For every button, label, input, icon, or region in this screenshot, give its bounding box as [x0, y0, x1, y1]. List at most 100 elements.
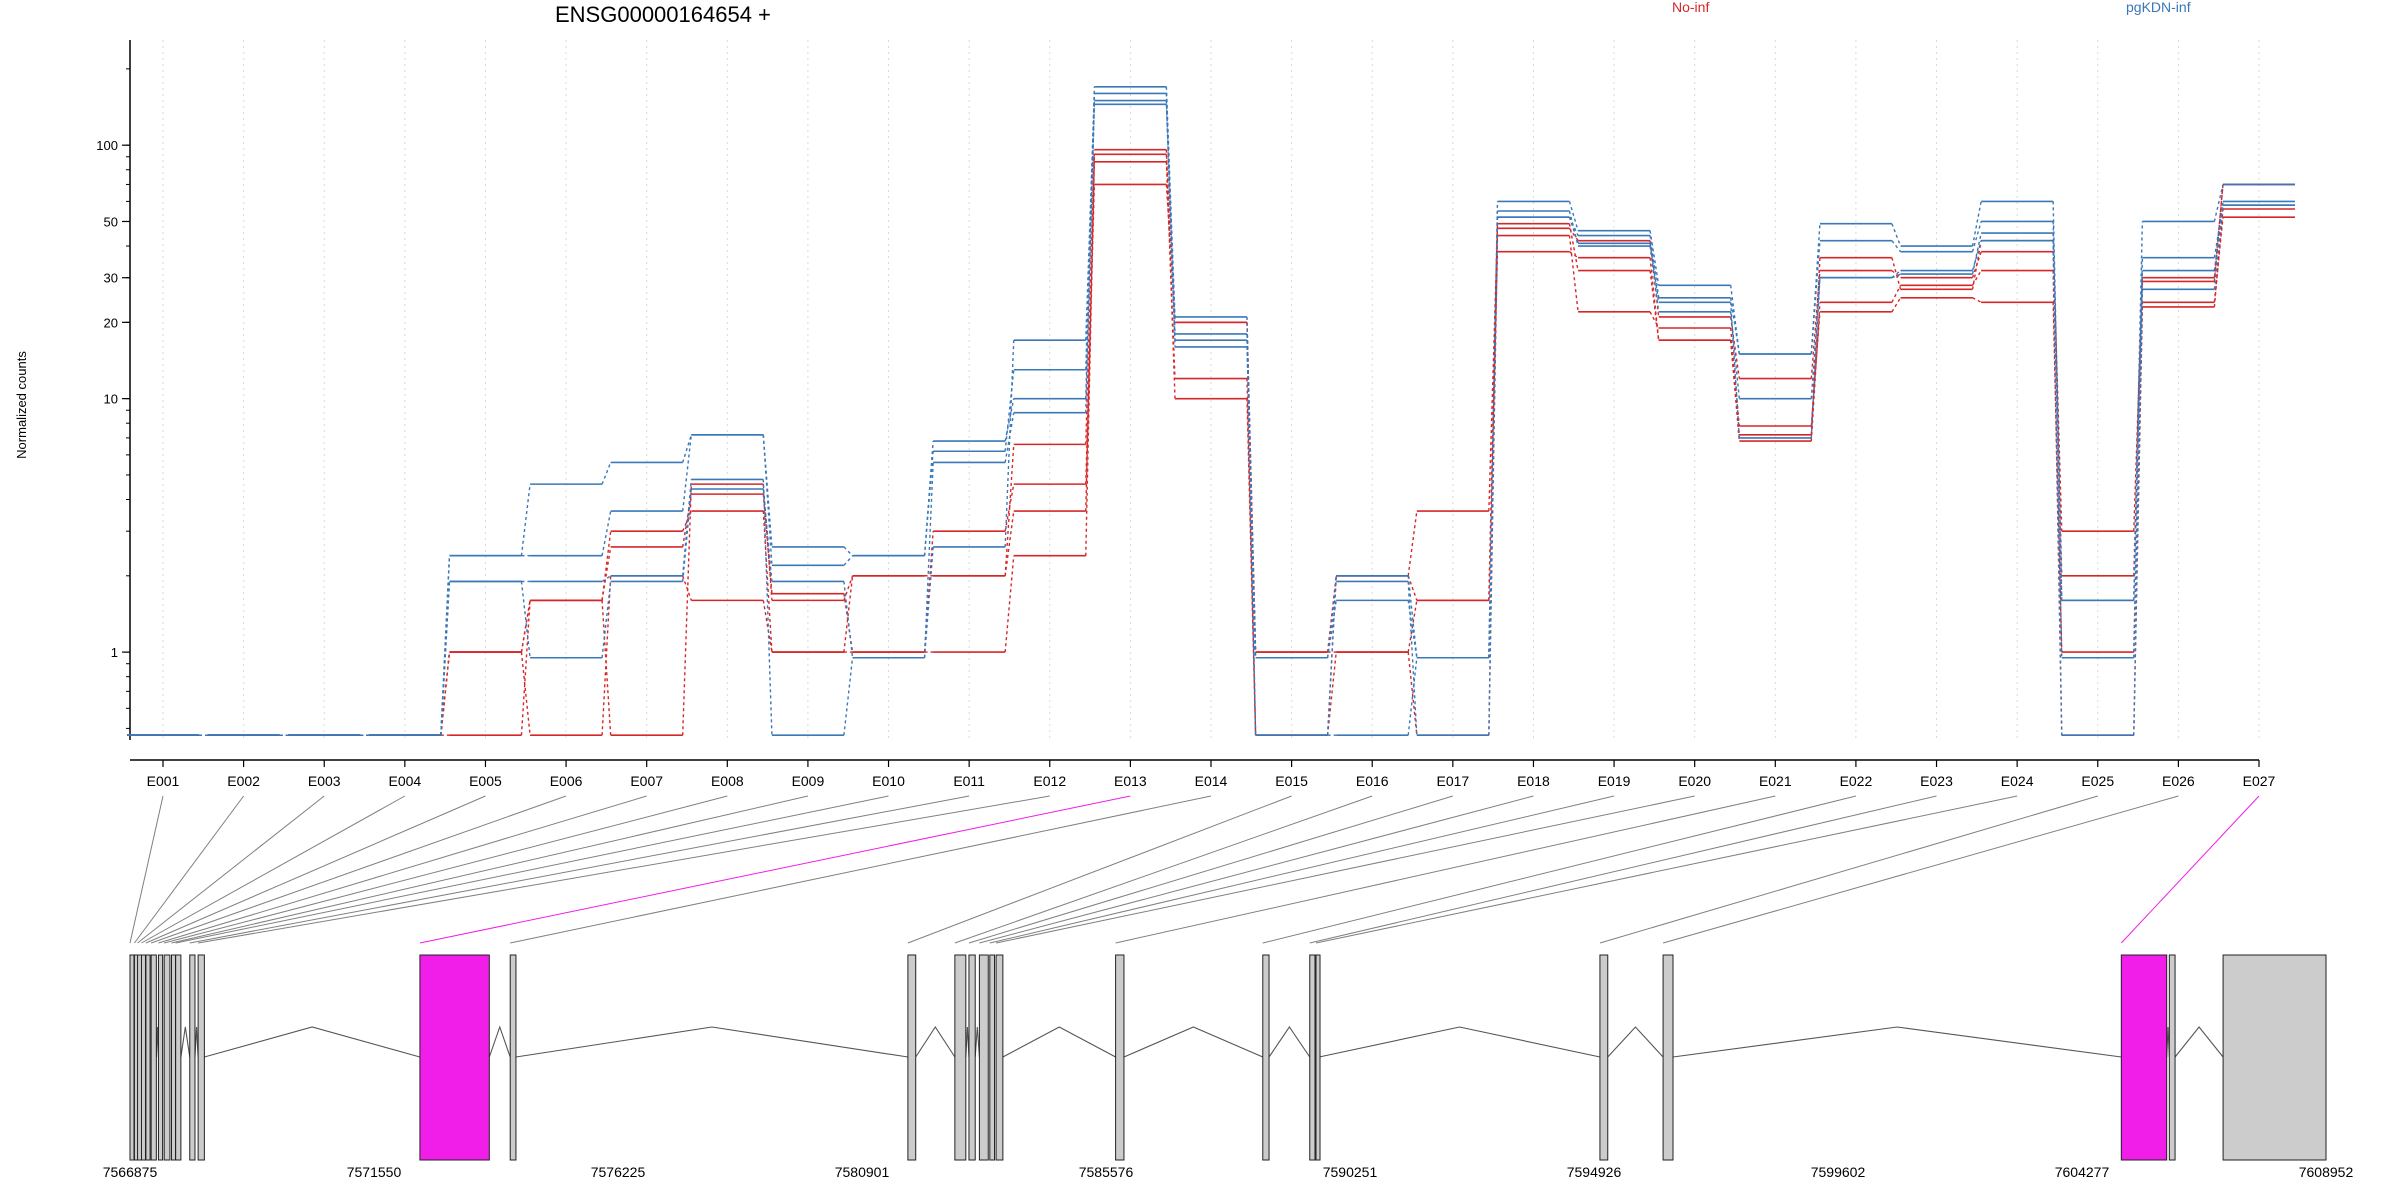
exon-box [150, 954, 157, 1161]
exon-box [197, 954, 205, 1161]
exon-box [1315, 954, 1321, 1161]
exon-connector-line [150, 795, 567, 944]
exon-tick-label: E021 [1759, 773, 1792, 789]
series-transition [1326, 581, 1337, 658]
series-transition [601, 510, 612, 556]
exon-connector-line [1262, 795, 1857, 944]
exon-axis: E001 E002 E003 E004 E005 E006 E007 E008 E009 E010… [130, 759, 2276, 789]
exon-connector-line [1315, 795, 2018, 944]
exon-box [954, 954, 967, 1161]
series-transition [1407, 657, 1418, 736]
genomic-coordinate-label: 7604277 [2055, 1164, 2110, 1180]
exon-connector-line [137, 795, 325, 944]
exon-box [1262, 954, 1270, 1161]
exon-tick-label: E018 [1517, 773, 1550, 789]
series-transition [2133, 270, 2144, 601]
genomic-coordinate-label: 7590251 [1323, 1164, 1378, 1180]
exon-connector-line [510, 795, 1212, 944]
exon-tick-label: E022 [1840, 773, 1873, 789]
y-tick-label: 1 [111, 645, 118, 660]
exon-connector-line [979, 795, 1534, 944]
series-transition [1407, 581, 1418, 736]
genomic-coordinate-label: 7608952 [2299, 1164, 2354, 1180]
exon-connector-line [968, 795, 1453, 944]
series-transition [2213, 184, 2224, 222]
series-transition [843, 555, 854, 566]
series-transition [1407, 575, 1418, 601]
exon-connector-line [1599, 795, 2098, 944]
exon-box [170, 954, 176, 1161]
exon-box [1599, 954, 1609, 1161]
exon-tick-label: E011 [953, 773, 985, 789]
exon-box [2222, 954, 2327, 1161]
series-transition [2133, 289, 2144, 736]
gene-model [129, 954, 2327, 1161]
exon-connector-line [2120, 795, 2260, 944]
exon-connector-line [907, 795, 1292, 944]
series-transition [1326, 600, 1337, 658]
exon-tick-label: E016 [1356, 773, 1389, 789]
series-transition [1729, 316, 1740, 379]
exon-box [145, 954, 151, 1161]
series-transition [1729, 302, 1740, 438]
series-transition [1971, 240, 1982, 290]
series-transition [1004, 483, 1015, 532]
series-transition [923, 451, 934, 556]
series-transition [520, 652, 531, 736]
exon-tick-label: E009 [792, 773, 825, 789]
intron-line [488, 1025, 511, 1058]
series-transition [1891, 223, 1902, 247]
series-transition [762, 479, 773, 736]
exon-tick-label: E025 [2081, 773, 2114, 789]
intron-line [965, 1026, 970, 1058]
exon-box [189, 954, 196, 1161]
exon-box [2168, 954, 2176, 1161]
intron-line [204, 1026, 421, 1058]
series-transition [1810, 223, 1821, 355]
series-transition [682, 575, 692, 601]
series-transition [1810, 277, 1821, 399]
series-transition [1488, 223, 1499, 601]
exon-tick-label: E024 [2001, 773, 2034, 789]
exon-tick-label: E020 [1678, 773, 1711, 789]
exon-tick-label: E013 [1114, 773, 1147, 789]
series-transition [1488, 217, 1499, 658]
y-axis-label: Normalized counts [14, 351, 29, 459]
series-transition [1649, 245, 1660, 312]
series-transition [1649, 243, 1660, 303]
exon-connector-line [989, 795, 1615, 944]
series-transition [1810, 240, 1821, 355]
exon-box [509, 954, 517, 1161]
exon-box [140, 954, 146, 1161]
exon-connector-line [175, 795, 889, 944]
exon-box [137, 954, 143, 1161]
genomic-coordinate-label: 7566875 [103, 1164, 158, 1180]
series-transition [2213, 184, 2224, 278]
series-transition [923, 462, 934, 658]
exon-connector-line [1662, 795, 2179, 944]
genomic-coordinate-label: 7576225 [591, 1164, 646, 1180]
exon-connector-line [158, 795, 647, 944]
series-transition [843, 546, 854, 557]
intron-line [1268, 1026, 1311, 1058]
genomic-coordinate-label: 7585576 [1079, 1164, 1134, 1180]
exon-connector-line [134, 795, 245, 944]
series-transition [1649, 257, 1660, 341]
series-transition [1085, 100, 1096, 399]
series-transition [601, 575, 612, 736]
exon-box [1309, 954, 1316, 1161]
series-transition [520, 600, 531, 653]
series-transition [1891, 297, 1902, 313]
exon-tick-label: E004 [388, 773, 421, 789]
series-transition [1568, 216, 1579, 244]
series-transition [681, 479, 693, 576]
series-transition [923, 546, 934, 658]
series-transition [1004, 369, 1015, 452]
intron-line [2174, 1026, 2224, 1058]
exon-tick-label: E026 [2162, 773, 2195, 789]
exon-connector-line [171, 795, 809, 944]
series-transition [1004, 398, 1015, 442]
exon-tick-label: E002 [227, 773, 260, 789]
series-transition [1085, 149, 1096, 445]
